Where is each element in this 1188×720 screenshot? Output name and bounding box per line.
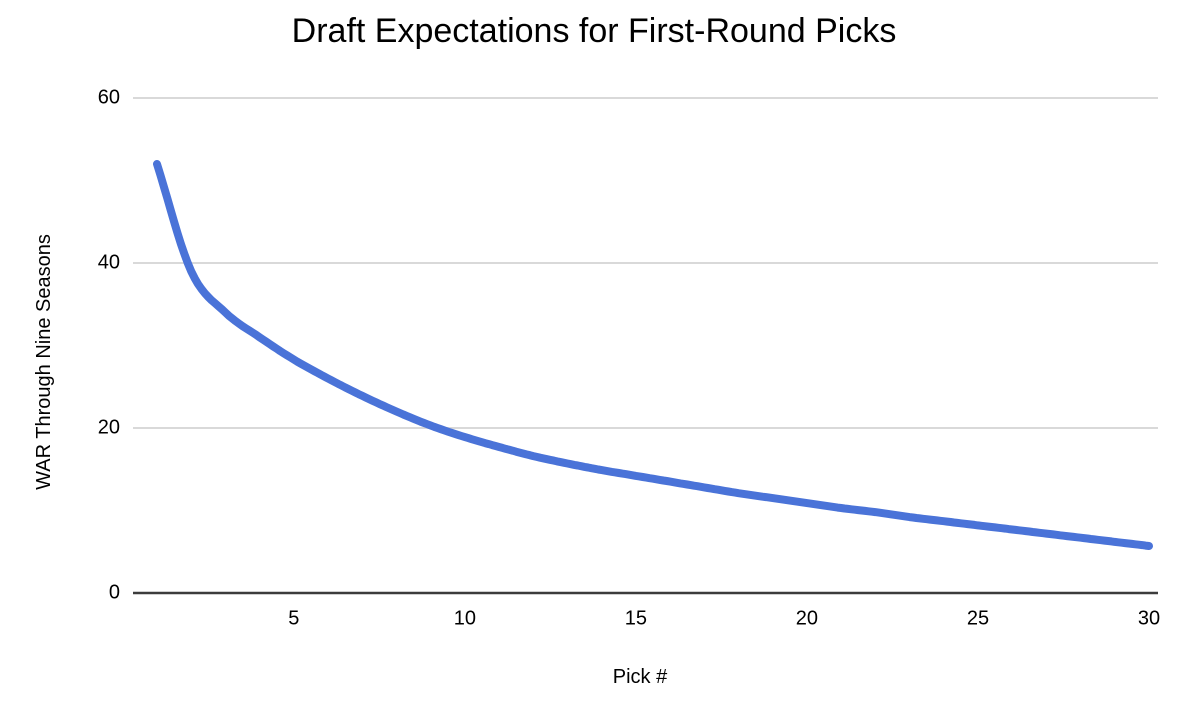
x-tick-label-5: 5 [288, 607, 300, 630]
x-tick-label-15: 15 [624, 607, 648, 630]
war-curve [153, 160, 1153, 550]
y-tick-label-20: 20 [97, 416, 120, 439]
y-tick-label-40: 40 [97, 251, 120, 274]
y-tick-label-60: 60 [97, 86, 120, 109]
chart-title: Draft Expectations for First-Round Picks [291, 12, 897, 50]
series-line-expected-war [153, 160, 1153, 550]
y-axis-title: WAR Through Nine Seasons [33, 234, 55, 490]
x-tick-label-10: 10 [453, 607, 476, 630]
x-axis-title: Pick # [612, 666, 668, 688]
gridlines [133, 97, 1158, 429]
x-tick-label-25: 25 [966, 607, 990, 630]
y-tick-label-0: 0 [108, 581, 120, 604]
x-tick-label-20: 20 [795, 607, 819, 630]
x-tick-label-30: 30 [1137, 607, 1161, 630]
